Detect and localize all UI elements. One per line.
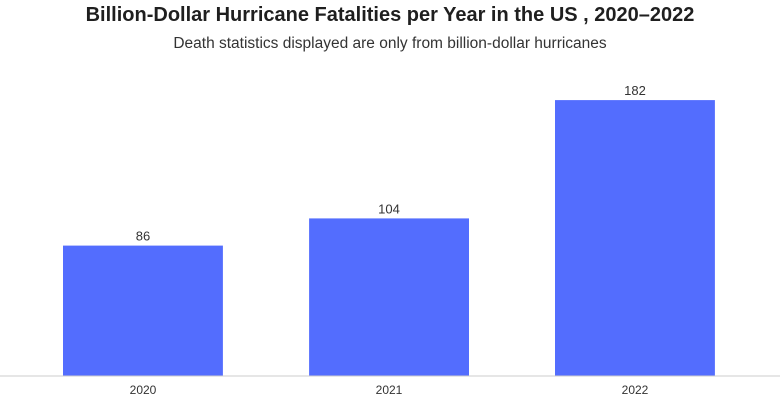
bars-layer — [63, 100, 715, 376]
data-label-2021: 104 — [378, 201, 400, 216]
x-tick-label-2021: 2021 — [376, 383, 403, 397]
x-tick-label-2022: 2022 — [622, 383, 649, 397]
chart-subtitle: Death statistics displayed are only from… — [173, 35, 607, 52]
data-label-2020: 86 — [136, 229, 150, 244]
bar-2022 — [555, 100, 715, 376]
labels-layer: 86 2020 104 2021 182 2022 — [130, 83, 649, 397]
bar-2020 — [63, 245, 223, 376]
bar-2021 — [309, 218, 469, 376]
data-label-2022: 182 — [624, 83, 646, 98]
x-tick-label-2020: 2020 — [130, 383, 157, 397]
chart-title: Billion-Dollar Hurricane Fatalities per … — [85, 4, 695, 26]
